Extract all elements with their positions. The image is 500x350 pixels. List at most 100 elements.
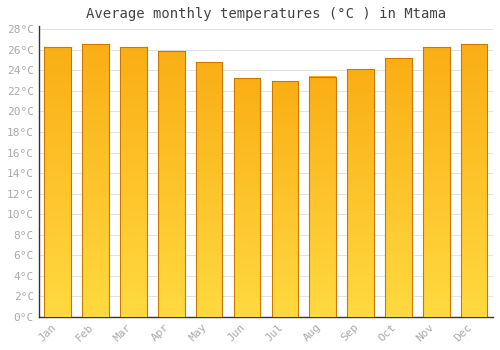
- Bar: [461, 145, 487, 147]
- Bar: [234, 154, 260, 156]
- Bar: [310, 184, 336, 187]
- Bar: [310, 295, 336, 298]
- Bar: [385, 110, 411, 112]
- Bar: [82, 259, 109, 262]
- Bar: [423, 109, 450, 112]
- Bar: [272, 106, 298, 109]
- Bar: [272, 225, 298, 227]
- Bar: [272, 236, 298, 239]
- Bar: [196, 197, 222, 200]
- Bar: [423, 225, 450, 228]
- Bar: [44, 93, 71, 96]
- Bar: [385, 280, 411, 283]
- Bar: [234, 140, 260, 142]
- Bar: [348, 153, 374, 156]
- Bar: [120, 158, 146, 160]
- Bar: [196, 281, 222, 284]
- Bar: [423, 252, 450, 255]
- Bar: [158, 303, 184, 306]
- Bar: [385, 270, 411, 273]
- Bar: [310, 309, 336, 312]
- Bar: [158, 128, 184, 131]
- Bar: [385, 231, 411, 234]
- Bar: [234, 266, 260, 269]
- Bar: [385, 267, 411, 270]
- Bar: [82, 57, 109, 60]
- Bar: [348, 124, 374, 126]
- Bar: [423, 276, 450, 279]
- Bar: [423, 303, 450, 306]
- Bar: [120, 236, 146, 238]
- Bar: [385, 211, 411, 213]
- Bar: [196, 169, 222, 172]
- Bar: [234, 87, 260, 90]
- Bar: [348, 94, 374, 97]
- Bar: [196, 286, 222, 289]
- Bar: [196, 235, 222, 238]
- Bar: [272, 262, 298, 265]
- Bar: [385, 278, 411, 281]
- Bar: [234, 178, 260, 181]
- Bar: [385, 250, 411, 252]
- Bar: [120, 276, 146, 279]
- Bar: [272, 199, 298, 201]
- Bar: [272, 281, 298, 284]
- Bar: [196, 156, 222, 159]
- Bar: [272, 307, 298, 310]
- Bar: [423, 306, 450, 309]
- Bar: [158, 93, 184, 96]
- Bar: [272, 258, 298, 260]
- Bar: [44, 103, 71, 106]
- Bar: [423, 193, 450, 195]
- Bar: [272, 163, 298, 166]
- Bar: [82, 161, 109, 164]
- Bar: [44, 68, 71, 71]
- Bar: [423, 182, 450, 184]
- Bar: [196, 243, 222, 245]
- Bar: [120, 136, 146, 139]
- Bar: [82, 85, 109, 88]
- Bar: [158, 62, 184, 64]
- Bar: [272, 272, 298, 274]
- Bar: [234, 247, 260, 250]
- Bar: [196, 111, 222, 113]
- Bar: [461, 98, 487, 101]
- Bar: [44, 117, 71, 120]
- Bar: [385, 195, 411, 198]
- Bar: [423, 184, 450, 187]
- Bar: [120, 147, 146, 149]
- Bar: [120, 260, 146, 263]
- Bar: [348, 99, 374, 102]
- Bar: [385, 260, 411, 262]
- Bar: [348, 213, 374, 215]
- Bar: [310, 293, 336, 295]
- Bar: [461, 158, 487, 161]
- Bar: [196, 62, 222, 65]
- Bar: [272, 246, 298, 248]
- Bar: [82, 106, 109, 109]
- Bar: [385, 252, 411, 255]
- Bar: [461, 82, 487, 85]
- Bar: [272, 274, 298, 276]
- Bar: [310, 130, 336, 132]
- Bar: [120, 195, 146, 198]
- Bar: [158, 75, 184, 77]
- Bar: [196, 65, 222, 67]
- Bar: [158, 120, 184, 123]
- Bar: [310, 93, 336, 96]
- Bar: [158, 168, 184, 170]
- Bar: [158, 117, 184, 120]
- Bar: [348, 178, 374, 181]
- Bar: [234, 259, 260, 262]
- Bar: [196, 217, 222, 220]
- Bar: [44, 295, 71, 298]
- Bar: [272, 144, 298, 147]
- Bar: [348, 114, 374, 117]
- Bar: [82, 308, 109, 312]
- Bar: [272, 267, 298, 270]
- Bar: [158, 152, 184, 155]
- Bar: [461, 44, 487, 47]
- Bar: [348, 245, 374, 247]
- Bar: [461, 281, 487, 284]
- Bar: [196, 220, 222, 223]
